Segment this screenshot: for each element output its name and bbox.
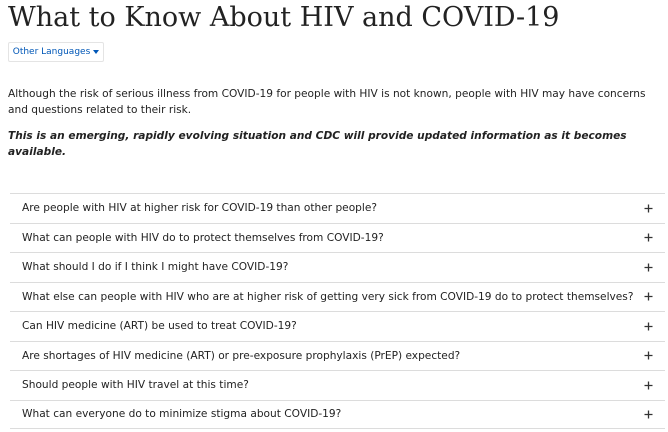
expand-icon xyxy=(644,263,653,272)
notice-text: This is an emerging, rapidly evolving si… xyxy=(8,130,627,158)
languages-label: Other Languages xyxy=(12,47,91,57)
page-title: What to Know About HIV and COVID-19 xyxy=(8,2,560,33)
faq-item[interactable]: What should I do if I think I might have… xyxy=(10,252,665,282)
faq-question: Should people with HIV travel at this ti… xyxy=(22,379,249,392)
faq-question: Are people with HIV at higher risk for C… xyxy=(22,202,377,215)
faq-item[interactable]: Are people with HIV at higher risk for C… xyxy=(10,193,665,223)
faq-item[interactable]: What can people with HIV do to protect t… xyxy=(10,222,665,253)
expand-icon xyxy=(644,351,653,360)
faq-question: What can people with HIV do to protect t… xyxy=(22,231,384,244)
expand-icon xyxy=(644,204,653,213)
faq-item[interactable]: Should people with HIV travel at this ti… xyxy=(10,370,665,400)
faq-question: What can everyone do to minimize stigma … xyxy=(22,408,342,421)
caret-icon xyxy=(93,50,100,54)
faq-item[interactable]: What can everyone do to minimize stigma … xyxy=(10,399,665,429)
expand-icon xyxy=(644,381,653,390)
languages-button[interactable]: Other Languages xyxy=(8,42,104,62)
expand-icon xyxy=(644,292,653,301)
expand-icon xyxy=(644,322,653,331)
expand-icon xyxy=(644,233,653,242)
faq-question: Are shortages of HIV medicine (ART) or p… xyxy=(22,349,461,362)
faq-item[interactable]: Can HIV medicine (ART) be used to treat … xyxy=(10,311,665,341)
faq-question: What should I do if I think I might have… xyxy=(22,261,289,274)
faq-question: What else can people with HIV who are at… xyxy=(22,290,634,303)
faq-accordion: Are people with HIV at higher risk for C… xyxy=(10,193,665,429)
faq-question: Can HIV medicine (ART) be used to treat … xyxy=(22,320,297,333)
faq-item[interactable]: Are shortages of HIV medicine (ART) or p… xyxy=(10,340,665,371)
intro-text: Although the risk of serious illness fro… xyxy=(8,88,646,116)
faq-item[interactable]: What else can people with HIV who are at… xyxy=(10,281,665,312)
expand-icon xyxy=(644,410,653,419)
